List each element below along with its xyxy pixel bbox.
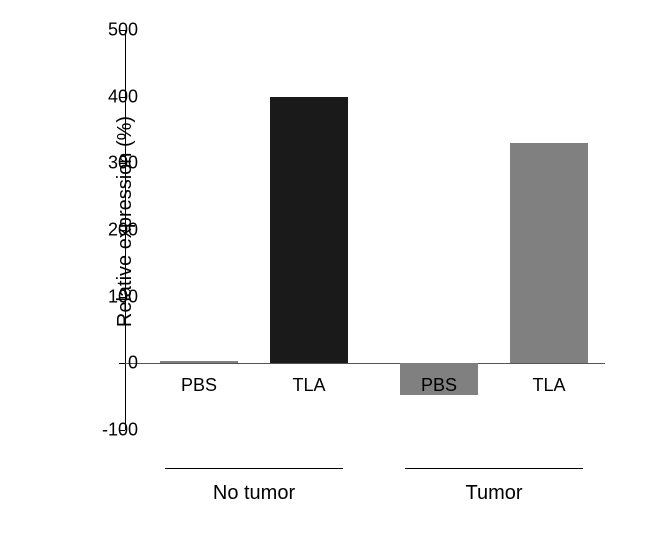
- bar-category-label: PBS: [400, 375, 478, 396]
- bar: [510, 143, 588, 363]
- bar-category-label: PBS: [160, 375, 238, 396]
- zero-baseline: [125, 363, 605, 364]
- y-tick-label: 400: [108, 86, 138, 107]
- plot-area: [125, 30, 605, 430]
- group-line: [165, 468, 343, 469]
- y-tick-label: 0: [128, 353, 138, 374]
- chart-container: Relative expression (%) -100010020030040…: [30, 20, 630, 530]
- y-tick-label: 100: [108, 286, 138, 307]
- y-tick-label: -100: [102, 420, 138, 441]
- bar-category-label: TLA: [270, 375, 348, 396]
- y-tick-label: 500: [108, 20, 138, 41]
- group-line: [405, 468, 583, 469]
- group-label: Tumor: [405, 482, 583, 505]
- y-tick-label: 300: [108, 153, 138, 174]
- bar: [270, 97, 348, 364]
- bar: [160, 361, 238, 363]
- group-label: No tumor: [165, 482, 343, 505]
- bar-category-label: TLA: [510, 375, 588, 396]
- y-tick-label: 200: [108, 220, 138, 241]
